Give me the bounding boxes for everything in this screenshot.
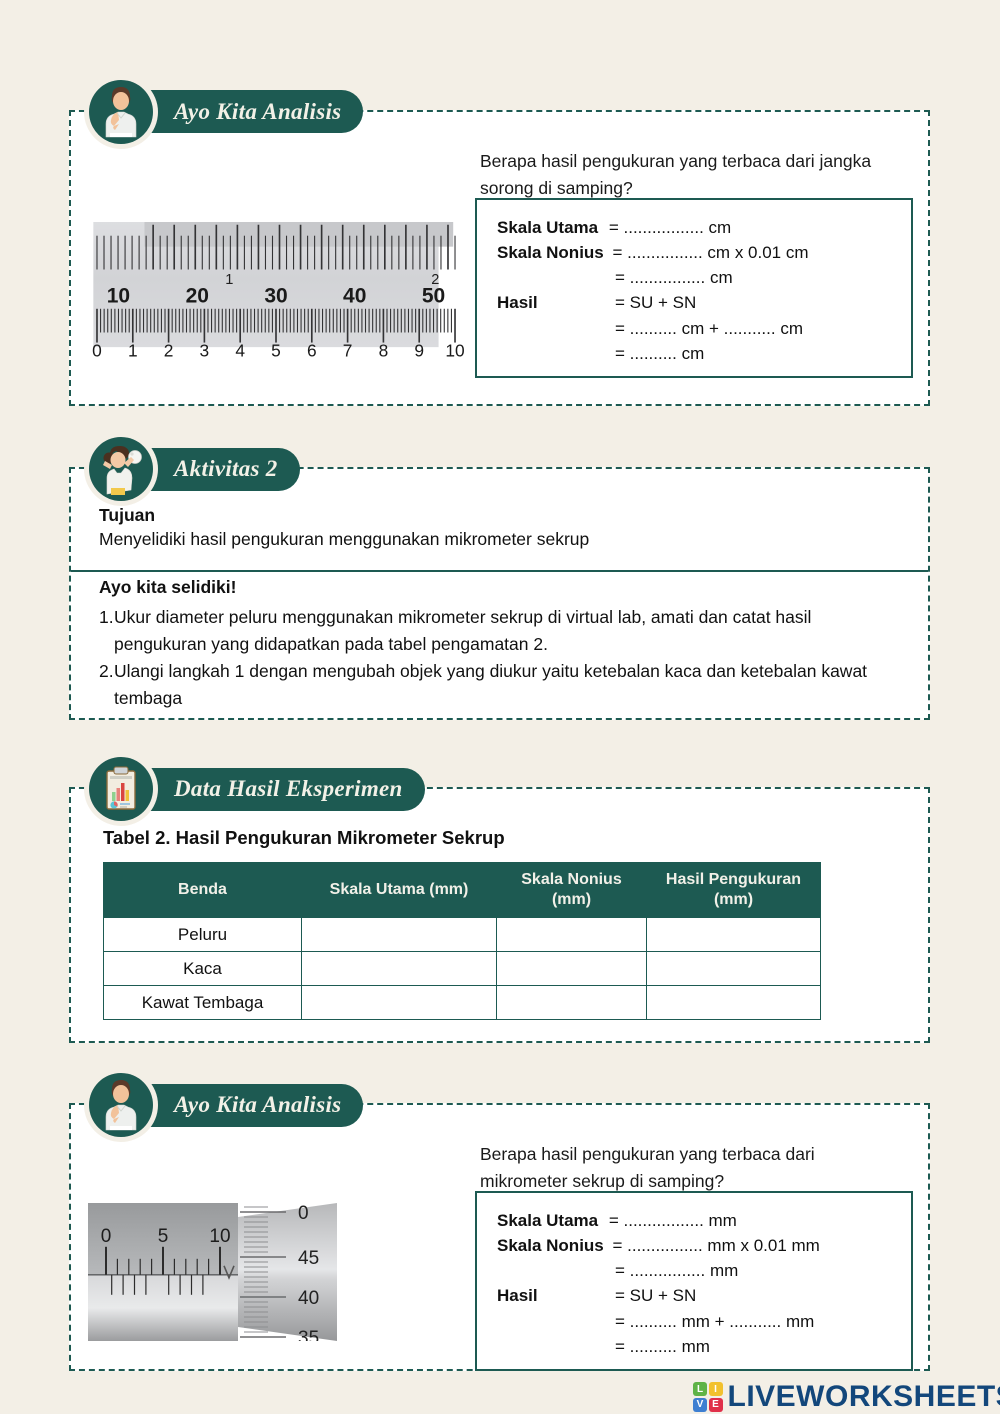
svg-text:0: 0 xyxy=(101,1226,112,1247)
svg-text:0: 0 xyxy=(298,1203,309,1224)
svg-text:1: 1 xyxy=(225,272,233,288)
svg-text:2: 2 xyxy=(164,340,174,359)
svg-text:7: 7 xyxy=(343,340,353,359)
svg-text:1: 1 xyxy=(128,340,138,359)
svg-text:5: 5 xyxy=(158,1226,169,1247)
svg-text:9: 9 xyxy=(414,340,424,359)
svg-text:0: 0 xyxy=(92,340,102,359)
svg-text:3: 3 xyxy=(200,340,210,359)
svg-text:10: 10 xyxy=(445,340,464,359)
svg-text:20: 20 xyxy=(186,284,209,307)
svg-text:4: 4 xyxy=(235,340,245,359)
svg-text:35: 35 xyxy=(298,1328,319,1341)
svg-text:2: 2 xyxy=(431,272,439,288)
svg-text:45: 45 xyxy=(298,1248,319,1269)
svg-text:6: 6 xyxy=(307,340,317,359)
svg-text:8: 8 xyxy=(379,340,389,359)
svg-text:40: 40 xyxy=(343,284,366,307)
svg-text:40: 40 xyxy=(298,1288,319,1309)
svg-text:10: 10 xyxy=(107,284,130,307)
svg-text:30: 30 xyxy=(264,284,287,307)
svg-text:5: 5 xyxy=(271,340,281,359)
svg-text:10: 10 xyxy=(209,1226,230,1247)
